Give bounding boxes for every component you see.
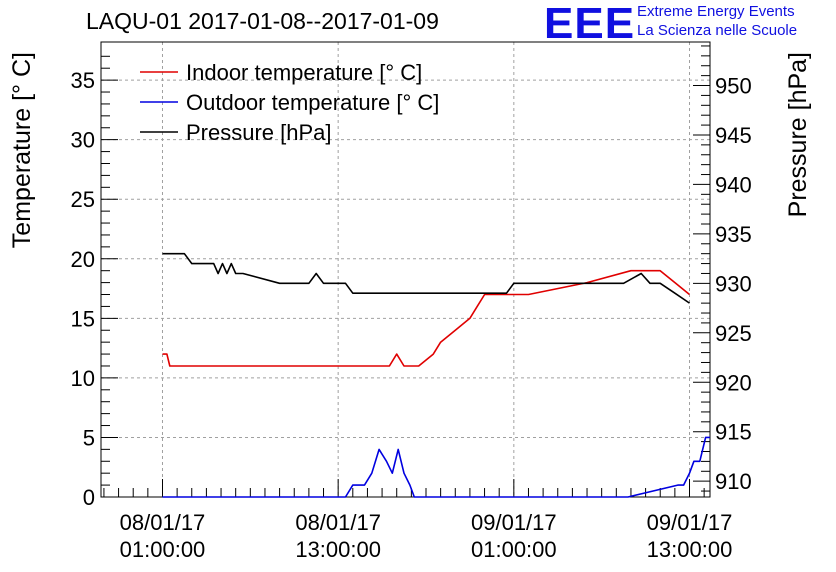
eee-logo: EEE [544,0,636,48]
y2-tick-label: 915 [715,420,752,445]
y-tick-label: 25 [71,187,95,212]
y2-tick-label: 910 [715,469,752,494]
indoor-temperature-line [162,269,691,367]
x-tick-label-date: 09/01/17 [647,510,733,535]
y2-axis-title: Pressure [hPa] [784,52,812,217]
y2-tick-label: 945 [715,123,752,148]
y2-tick-label: 920 [715,370,752,395]
y-tick-label: 10 [71,366,95,391]
x-tick-label-time: 13:00:00 [647,537,733,562]
y2-tick-label: 925 [715,321,752,346]
y-tick-label: 35 [71,68,95,93]
legend-label: Pressure [hPa] [186,120,332,145]
y-tick-label: 20 [71,247,95,272]
outdoor-temperature-line [162,436,710,498]
logo-line-2: La Scienza nelle Scuole [637,22,798,39]
x-tick-label-time: 13:00:00 [295,537,381,562]
grid-lines [101,42,710,497]
x-tick-label-time: 01:00:00 [471,537,557,562]
legend-label: Indoor temperature [° C] [186,60,422,85]
axis-labels: 0 5 10 15 20 25 30 35 910 915 920 925 930 935 940 945 95… [8,52,812,562]
y2-tick-label: 930 [715,271,752,296]
legend-label: Outdoor temperature [° C] [186,90,439,115]
y-axis-title: Temperature [° C] [8,52,36,248]
x-tick-label-date: 08/01/17 [120,510,206,535]
plot-frame [100,41,711,498]
y2-tick-label: 935 [715,222,752,247]
pressure-line [162,252,690,304]
x-tick-label-time: 01:00:00 [120,537,206,562]
x-tick-label-date: 09/01/17 [471,510,557,535]
y-tick-label: 30 [71,128,95,153]
legend: Indoor temperature [° C] Outdoor temperat… [140,60,439,145]
y-tick-label: 15 [71,306,95,331]
series-lines [162,252,710,498]
logo-line-1: Extreme Energy Events [637,3,795,20]
x-tick-label-date: 08/01/17 [295,510,381,535]
y2-tick-label: 940 [715,172,752,197]
y2-tick-label: 950 [715,74,752,99]
y-tick-label: 5 [83,425,95,450]
y-tick-label: 0 [83,485,95,510]
chart-title: LAQU-01 2017-01-08--2017-01-09 [86,8,439,34]
axes [100,41,711,498]
